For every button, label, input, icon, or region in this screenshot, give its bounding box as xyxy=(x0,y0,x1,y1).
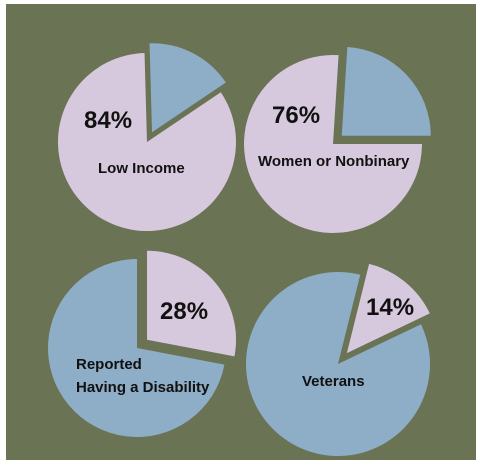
women-nonbinary-percent-label: 76% xyxy=(272,102,320,129)
veterans-percent-label: 14% xyxy=(366,294,414,321)
disability-category-label-line1: Reported xyxy=(76,356,142,373)
veterans-exploded-slice xyxy=(346,263,430,354)
women-nonbinary-exploded-slice xyxy=(341,46,431,136)
disability-exploded-slice xyxy=(147,250,237,357)
slices-layer xyxy=(47,43,431,457)
low-income-category-label: Low Income xyxy=(98,160,185,177)
disability-category-label-line2: Having a Disability xyxy=(76,379,210,396)
women-nonbinary-category-label: Women or Nonbinary xyxy=(258,153,410,170)
veterans-category-label: Veterans xyxy=(302,373,365,390)
women-nonbinary-main-slice xyxy=(243,54,422,233)
low-income-percent-label: 84% xyxy=(84,107,132,134)
low-income-main-slice xyxy=(58,53,237,231)
disability-main-slice xyxy=(47,259,225,437)
veterans-main-slice xyxy=(246,272,430,457)
low-income-exploded-slice xyxy=(149,43,226,133)
disability-percent-label: 28% xyxy=(160,298,208,325)
